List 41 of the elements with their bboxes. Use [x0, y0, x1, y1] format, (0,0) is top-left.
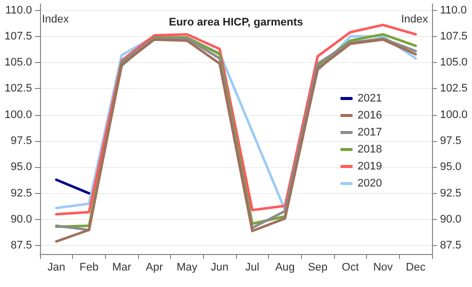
x-tick-label: Mar [112, 262, 132, 274]
y-tick-label: 105.0 [4, 56, 32, 69]
y-tick-label: 102.5 [4, 82, 32, 95]
y-tick-label: 100.0 [4, 108, 32, 121]
x-tick-label: Jul [245, 262, 260, 274]
x-tick-label: Oct [342, 262, 359, 274]
y2-tick-label: 87.5 [440, 240, 462, 252]
y-tick-label: 87.5 [10, 240, 32, 252]
x-tick-label: Dec [406, 262, 426, 274]
text: Euro area HICP, garments [168, 16, 304, 28]
y2-tick-label: 102.5 [440, 82, 468, 95]
y-tick-label: 90.0 [10, 213, 32, 226]
y2-tick-label: 100.0 [440, 108, 468, 121]
x-tick-label: Feb [80, 262, 98, 274]
legend-label: 2020 [358, 178, 382, 190]
legend-label: 2018 [358, 144, 382, 156]
x-tick-label: Sep [308, 262, 328, 274]
y2-tick-label: 105.0 [440, 56, 468, 69]
legend-label: 2017 [358, 126, 382, 138]
legend-label: 2019 [358, 160, 382, 172]
x-tick-label: May [176, 262, 198, 274]
x-tick-label: Apr [146, 262, 164, 274]
y2-axis-title: Index [401, 14, 428, 26]
y2-tick-label: 92.5 [440, 187, 462, 200]
y-axis-title: Index [42, 14, 70, 26]
y-tick-label: 95.0 [10, 161, 32, 174]
x-tick-label: Aug [275, 262, 295, 274]
legend-label: 2016 [358, 110, 382, 122]
y-tick-label: 107.5 [4, 30, 32, 42]
y-tick-label: 110.0 [5, 4, 32, 16]
x-tick-label: Nov [373, 262, 394, 274]
x-tick-label: Jun [210, 262, 229, 274]
y-tick-label: 97.5 [10, 135, 32, 148]
x-tick-label: Jan [47, 262, 66, 274]
legend-label: 2021 [358, 92, 382, 104]
y2-tick-label: 110.0 [440, 4, 467, 16]
y2-tick-label: 90.0 [440, 213, 462, 226]
y2-tick-label: 107.5 [440, 30, 468, 42]
y2-tick-label: 97.5 [440, 135, 462, 148]
y2-tick-label: 95.0 [440, 161, 462, 174]
y-tick-label: 92.5 [10, 187, 32, 200]
